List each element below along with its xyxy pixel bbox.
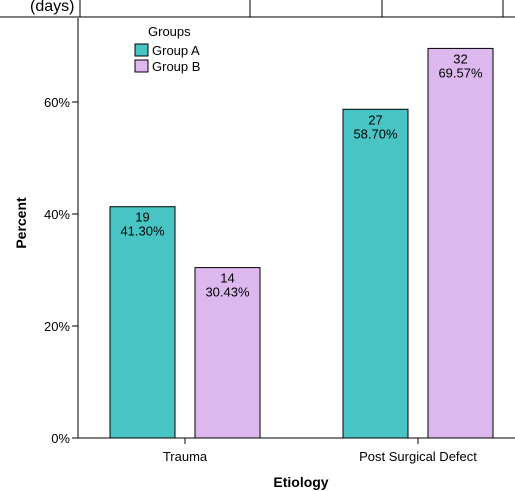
bar-group-a xyxy=(109,206,176,439)
x-axis-title: Etiology xyxy=(273,474,328,490)
bar-count-label: 27 xyxy=(368,112,382,127)
legend-title: Groups xyxy=(148,24,191,39)
y-tick-label: 0% xyxy=(51,431,70,446)
bar-group-b xyxy=(194,267,261,439)
bar-count-label: 32 xyxy=(453,51,467,66)
bar-percent-label: 69.57% xyxy=(438,65,483,80)
legend-swatch-group-a xyxy=(134,43,149,57)
top-fragment-text: (days) xyxy=(30,0,74,15)
bar-group-b xyxy=(427,47,494,439)
legend-swatch-group-b xyxy=(134,59,149,73)
bar-count-label: 14 xyxy=(220,271,234,286)
legend-label-group-a: Group A xyxy=(152,43,200,58)
bar-percent-label: 58.70% xyxy=(353,126,398,141)
bar-count-label: 19 xyxy=(135,210,149,225)
y-tick-label: 20% xyxy=(44,319,70,334)
y-tick-label: 40% xyxy=(44,207,70,222)
bar-percent-label: 30.43% xyxy=(205,285,250,300)
x-tick-label: Trauma xyxy=(163,449,208,464)
y-axis-title: Percent xyxy=(13,197,29,249)
bar-percent-label: 41.30% xyxy=(120,224,165,239)
legend-label-group-b: Group B xyxy=(152,59,200,74)
x-tick-label: Post Surgical Defect xyxy=(359,449,477,464)
bar-group-a xyxy=(342,108,409,439)
y-tick-label: 60% xyxy=(44,95,70,110)
top-table-fragment: (days) xyxy=(0,0,515,18)
legend: Groups Group A Group B xyxy=(134,24,200,74)
